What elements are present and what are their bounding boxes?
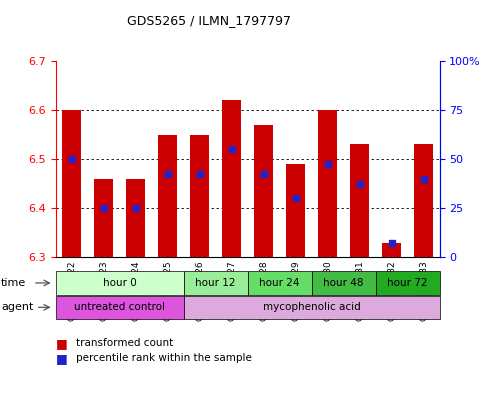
- Text: untreated control: untreated control: [74, 302, 165, 312]
- Bar: [286, 164, 305, 257]
- Bar: [94, 179, 113, 257]
- Bar: [350, 144, 369, 257]
- Text: ■: ■: [56, 337, 67, 350]
- Text: ■: ■: [56, 352, 67, 365]
- Bar: [158, 135, 177, 257]
- Bar: [382, 242, 401, 257]
- Text: hour 12: hour 12: [195, 278, 236, 288]
- Text: hour 72: hour 72: [387, 278, 428, 288]
- Bar: [62, 110, 81, 257]
- Bar: [190, 135, 209, 257]
- Bar: [126, 179, 145, 257]
- Bar: [414, 144, 433, 257]
- Text: agent: agent: [1, 302, 33, 312]
- Text: transformed count: transformed count: [76, 338, 173, 349]
- Text: hour 0: hour 0: [103, 278, 136, 288]
- Text: hour 24: hour 24: [259, 278, 300, 288]
- Text: percentile rank within the sample: percentile rank within the sample: [76, 353, 252, 364]
- Bar: [222, 100, 241, 257]
- Text: mycophenolic acid: mycophenolic acid: [263, 302, 360, 312]
- Text: GDS5265 / ILMN_1797797: GDS5265 / ILMN_1797797: [127, 14, 291, 27]
- Text: time: time: [1, 278, 26, 288]
- Bar: [318, 110, 337, 257]
- Text: hour 48: hour 48: [323, 278, 364, 288]
- Bar: [254, 125, 273, 257]
